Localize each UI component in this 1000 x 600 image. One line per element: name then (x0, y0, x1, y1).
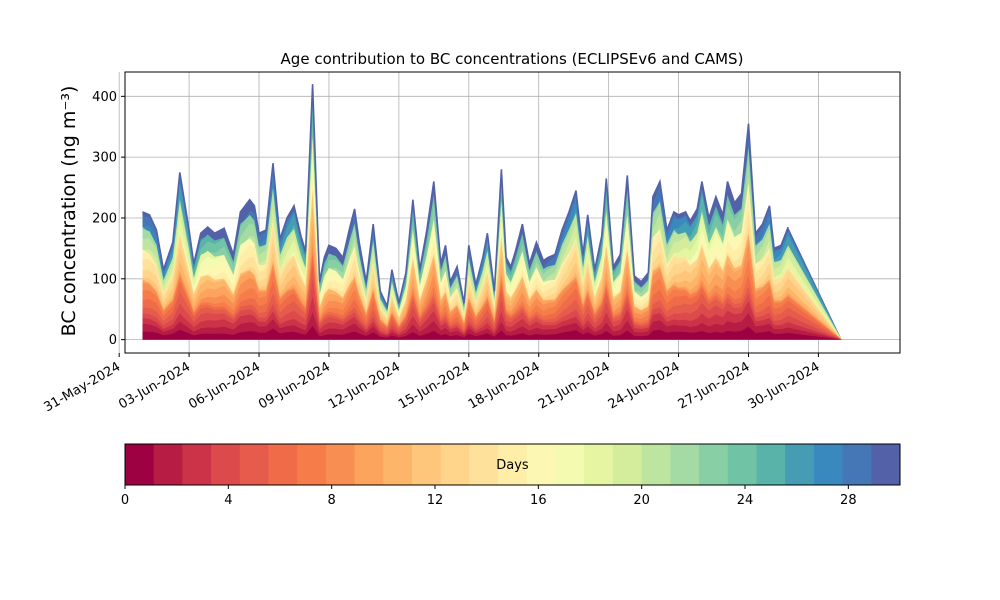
total-series-line (142, 84, 789, 310)
colorbar-swatch (641, 444, 671, 485)
colorbar-tick-label: 24 (737, 493, 754, 508)
colorbar-swatch (211, 444, 241, 485)
colorbar-swatch (871, 444, 901, 485)
colorbar-swatch (813, 444, 843, 485)
colorbar-tick-label: 16 (530, 493, 547, 508)
colorbar-tick-label: 20 (633, 493, 650, 508)
colorbar-swatch (555, 444, 585, 485)
colorbar-tick-label: 8 (328, 493, 336, 508)
colorbar-tick-label: 4 (224, 493, 232, 508)
y-axis-label: BC concentration (ng m⁻³) (58, 86, 80, 337)
colorbar-swatch (584, 444, 614, 485)
y-tick-label: 100 (92, 272, 117, 287)
colorbar-swatch (325, 444, 356, 485)
colorbar-swatch (842, 444, 872, 485)
y-axis-ticks: 0 100 200 300 400 (92, 90, 125, 348)
colorbar-swatch (612, 444, 643, 485)
colorbar-swatch (125, 444, 155, 485)
colorbar-swatch (756, 444, 786, 485)
x-tick-label: 21-Jun-2024 (536, 359, 613, 412)
x-tick-label: 06-Jun-2024 (186, 359, 263, 412)
colorbar-label: Days (496, 458, 529, 473)
x-tick-label: 12-Jun-2024 (326, 359, 403, 412)
colorbar-frame (124, 443, 901, 486)
y-axis-label-group: BC concentration (ng m⁻³) (58, 86, 80, 337)
axes-frame (124, 71, 901, 354)
age-band-areas (142, 84, 842, 340)
x-tick-label: 24-Jun-2024 (606, 359, 683, 412)
chart-title: Age contribution to BC concentrations (E… (281, 50, 744, 68)
colorbar-swatch (182, 444, 212, 485)
x-tick-label: 31-May-2024 (41, 359, 123, 415)
colorbar-swatch (239, 444, 269, 485)
colorbar-swatch (670, 444, 700, 485)
plot-area: 31-May-202403-Jun-202406-Jun-202409-Jun-… (41, 71, 901, 415)
colorbar-swatch (440, 444, 470, 485)
colorbar-tick-label: 0 (121, 493, 129, 508)
colorbar-swatch (297, 444, 327, 485)
y-tick-label: 200 (92, 211, 117, 226)
colorbar-swatch (354, 444, 384, 485)
colorbar-swatch (412, 444, 442, 485)
colorbar-swatch (383, 444, 413, 485)
colorbar-tick-label: 28 (840, 493, 857, 508)
colorbar-swatch (153, 444, 183, 485)
colorbar-swatch (268, 444, 298, 485)
colorbar-swatch (526, 444, 556, 485)
y-tick-label: 0 (109, 333, 117, 348)
colorbar-swatch (699, 444, 729, 485)
y-tick-label: 400 (92, 90, 117, 105)
x-axis-ticks: 31-May-202403-Jun-202406-Jun-202409-Jun-… (41, 353, 822, 415)
colorbar-tick-label: 12 (427, 493, 444, 508)
x-tick-label: 03-Jun-2024 (116, 359, 193, 412)
colorbar-swatch (785, 444, 815, 485)
chart-title-group: Age contribution to BC concentrations (E… (281, 50, 744, 68)
y-tick-label: 300 (92, 151, 117, 166)
colorbar: Days 0 4 8 12 16 20 24 28 (121, 443, 901, 508)
x-tick-label: 09-Jun-2024 (256, 359, 333, 412)
colorbar-swatch (498, 444, 528, 485)
x-tick-label: 18-Jun-2024 (466, 359, 543, 412)
x-tick-label: 30-Jun-2024 (746, 359, 823, 412)
x-tick-label: 27-Jun-2024 (676, 359, 753, 412)
age-band-area (142, 325, 842, 340)
colorbar-swatch (469, 444, 499, 485)
x-tick-label: 15-Jun-2024 (396, 359, 473, 412)
colorbar-swatch (727, 444, 757, 485)
